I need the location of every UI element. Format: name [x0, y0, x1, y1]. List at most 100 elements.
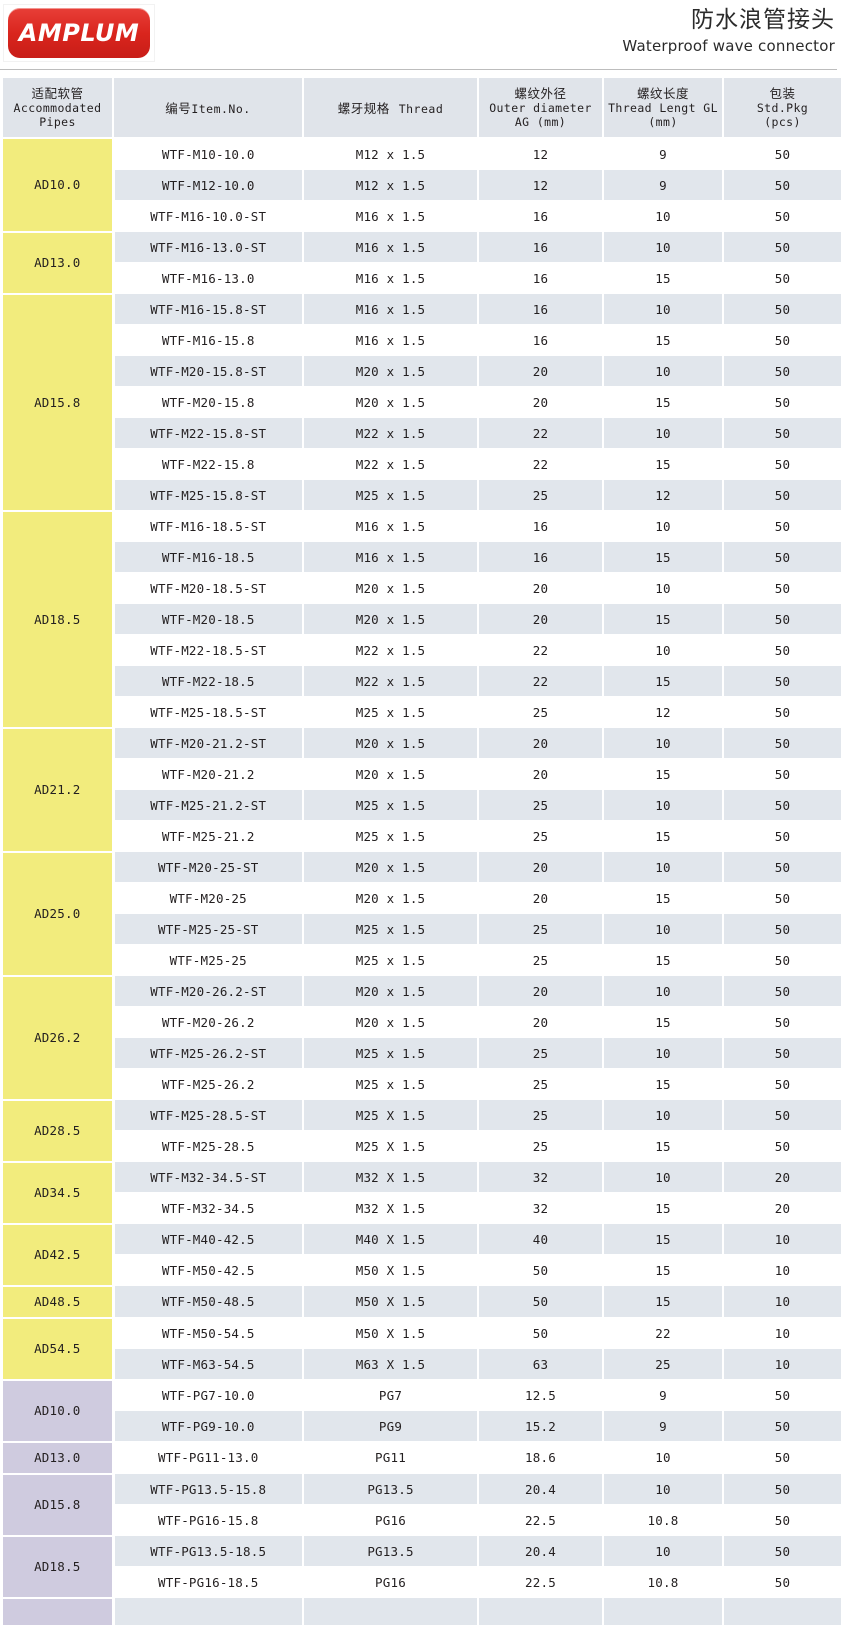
cell-thread: M12 x 1.5 [303, 169, 479, 201]
cell-thread: M20 x 1.5 [303, 386, 479, 418]
table-row: AD10.0 WTF-M10-10.0 M12 x 1.5 12 9 50 [3, 138, 841, 233]
col-header-thread-length-cn: 螺纹长度 [636, 85, 689, 101]
cell-pkg: 50 [723, 417, 841, 449]
table-row: AD25.0 WTF-M20-25-ST M20 x 1.5 20 10 50 [3, 851, 841, 977]
table-row: WTF-M20-26.2 M20 x 1.5 20 15 50 [3, 1006, 841, 1038]
cell-od: 63 [478, 1348, 604, 1380]
cell-pkg: 50 [723, 1006, 841, 1038]
cell-pkg: 50 [723, 355, 841, 387]
table-row: WTF-PG16-18.5 PG16 22.5 10.8 50 [3, 1566, 841, 1598]
cell-thread: M20 x 1.5 [303, 727, 479, 759]
col-header-accommodated-pipes-en2: Pipes [39, 114, 76, 129]
cell-od: 16 [478, 293, 604, 325]
cell-od: 20 [478, 758, 604, 790]
col-header-outer-diameter-en1: Outer diameter [489, 100, 592, 115]
cell-pkg: 50 [723, 603, 841, 635]
cell-len: 10 [603, 789, 724, 821]
cell-od: 25 [478, 479, 604, 511]
cell-len: 15 [603, 603, 724, 635]
group-cell-accommodated-pipe: AD26.2 [3, 975, 115, 1101]
cell-pkg: 50 [723, 572, 841, 604]
cell-pkg: 50 [723, 696, 841, 728]
col-header-accommodated-pipes-cn: 适配软管 [31, 85, 84, 101]
cell-item: WTF-M20-21.2 [113, 758, 304, 790]
table-row: WTF-PG16-15.8 PG16 22.5 10.8 50 [3, 1504, 841, 1536]
cell-od: 20 [478, 603, 604, 635]
col-header-outer-diameter: 螺纹外径 Outer diameter AG (mm) [478, 78, 604, 139]
cell-thread: PG11 [303, 1441, 479, 1474]
table-row: AD42.5 WTF-M40-42.5 M40 X 1.5 40 15 10 [3, 1223, 841, 1287]
cell-len: 10 [603, 1161, 724, 1193]
cell-len: 15 [603, 386, 724, 418]
cell-pkg: 50 [723, 386, 841, 418]
table-row: AD15.8 WTF-PG13.5-15.8 PG13.5 20.4 10 50 [3, 1473, 841, 1537]
table-row: AD15.8 WTF-M16-15.8-ST M16 x 1.5 16 10 50 [3, 293, 841, 512]
table-row: WTF-M22-18.5 M22 x 1.5 22 15 50 [3, 665, 841, 697]
col-header-thread-length-en2: (mm) [648, 114, 678, 129]
col-header-outer-diameter-en2: AG (mm) [514, 114, 567, 129]
cell-thread: M16 x 1.5 [303, 200, 479, 232]
table-row: WTF-M25-26.2-ST M25 x 1.5 25 10 50 [3, 1037, 841, 1069]
cell-item: WTF-PG9-10.0 [113, 1410, 304, 1442]
cell-pkg: 50 [723, 1410, 841, 1442]
cell-thread: M25 X 1.5 [303, 1130, 479, 1162]
table-row: WTF-M25-28.5 M25 X 1.5 25 15 50 [3, 1130, 841, 1162]
cell-item: WTF-M50-48.5 [113, 1285, 304, 1318]
cell-pkg: 50 [723, 727, 841, 759]
cell-pkg: 50 [723, 479, 841, 511]
cell-item: WTF-M20-18.5-ST [113, 572, 304, 604]
cell-od: 22 [478, 665, 604, 697]
cell-len: 15 [603, 1130, 724, 1162]
cell-item: WTF-M32-34.5 [113, 1192, 304, 1224]
group-cell-accommodated-pipe: AD13.0 [3, 1441, 115, 1475]
table-row: WTF-M63-54.5 M63 X 1.5 63 25 10 [3, 1348, 841, 1380]
cell-len: 10 [603, 417, 724, 449]
cell-item: WTF-M25-25 [113, 944, 304, 976]
cell-len: 10 [603, 1441, 724, 1474]
cell-thread: M50 X 1.5 [303, 1254, 479, 1286]
cell-len: 10 [603, 1473, 724, 1505]
cell-pkg: 50 [723, 1504, 841, 1536]
cell-od: 16 [478, 510, 604, 542]
cell-pkg: 50 [723, 231, 841, 263]
cell-thread: M25 x 1.5 [303, 479, 479, 511]
cell-pkg: 10 [723, 1223, 841, 1255]
cell-item: WTF-PG13.5-18.5 [113, 1535, 304, 1567]
cell-item: WTF-M50-54.5 [113, 1317, 304, 1349]
cell-thread: M25 X 1.5 [303, 1099, 479, 1131]
col-header-thread-cn: 螺牙规格 [337, 100, 390, 116]
cell-item: WTF-M16-18.5 [113, 541, 304, 573]
group-cell-accommodated-pipe: AD13.0 [3, 231, 115, 295]
cell-item: WTF-PG11-13.0 [113, 1441, 304, 1474]
cell-thread: M20 x 1.5 [303, 882, 479, 914]
cell-thread: M12 x 1.5 [303, 138, 479, 170]
col-header-thread-length-en1: Thread Lengt GL [608, 100, 718, 115]
cell-pkg: 50 [723, 634, 841, 666]
cell-len: 15 [603, 1285, 724, 1318]
cell-pkg: 50 [723, 541, 841, 573]
cell-len: 10 [603, 200, 724, 232]
table-row: WTF-M25-15.8-ST M25 x 1.5 25 12 50 [3, 479, 841, 511]
cell-empty [113, 1597, 304, 1625]
cell-len: 15 [603, 262, 724, 294]
group-cell-accommodated-pipe: AD21.2 [3, 727, 115, 853]
brand-logo: AMPLUM [4, 5, 154, 61]
cell-pkg: 20 [723, 1192, 841, 1224]
cell-thread: M22 x 1.5 [303, 417, 479, 449]
cell-od: 25 [478, 696, 604, 728]
cell-od: 25 [478, 1099, 604, 1131]
cell-pkg: 10 [723, 1317, 841, 1349]
cell-od: 20.4 [478, 1473, 604, 1505]
cell-od: 22.5 [478, 1504, 604, 1536]
cell-len: 10 [603, 355, 724, 387]
cell-thread: M25 x 1.5 [303, 913, 479, 945]
cell-len: 9 [603, 1410, 724, 1442]
cell-len: 25 [603, 1348, 724, 1380]
table-row: AD13.0 WTF-PG11-13.0 PG11 18.6 10 50 [3, 1441, 841, 1475]
cell-pkg: 50 [723, 1068, 841, 1100]
cell-od: 20 [478, 572, 604, 604]
col-header-item-no: 编号Item.No. [113, 78, 304, 139]
cell-thread: M50 X 1.5 [303, 1317, 479, 1349]
page-title-en: Waterproof wave connector [622, 37, 835, 55]
col-header-std-pkg-en1: Std.Pkg [756, 100, 809, 115]
